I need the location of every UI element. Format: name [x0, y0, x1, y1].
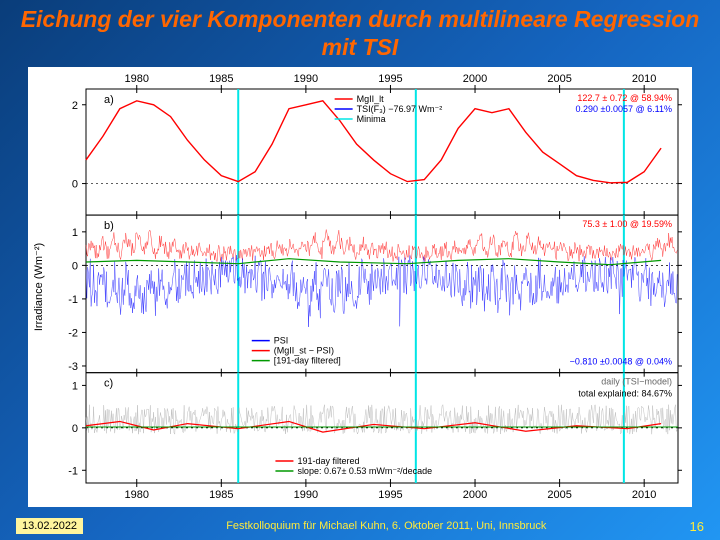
multipanel-chart: 1980198519901995200020052010198019851990…	[28, 67, 692, 507]
svg-text:Irradiance (Wm⁻²): Irradiance (Wm⁻²)	[33, 243, 45, 331]
svg-text:1: 1	[72, 381, 78, 393]
svg-text:2000: 2000	[463, 73, 487, 85]
svg-text:2: 2	[72, 100, 78, 112]
svg-text:0: 0	[72, 261, 78, 273]
svg-text:2005: 2005	[547, 489, 571, 501]
svg-text:2010: 2010	[632, 73, 656, 85]
svg-text:-1: -1	[68, 294, 78, 306]
svg-text:2005: 2005	[547, 73, 571, 85]
footer-date: 13.02.2022	[16, 518, 83, 534]
svg-text:1980: 1980	[125, 73, 149, 85]
svg-text:1985: 1985	[209, 489, 233, 501]
slide: Eichung der vier Komponenten durch multi…	[0, 0, 720, 540]
svg-text:0: 0	[72, 423, 78, 435]
footer-caption: Festkolloquium für Michael Kuhn, 6. Okto…	[226, 520, 546, 532]
svg-text:MgII_lt: MgII_lt	[357, 94, 385, 104]
svg-text:a): a)	[104, 94, 114, 106]
svg-text:TSI(F₃) −76.97 Wm⁻²: TSI(F₃) −76.97 Wm⁻²	[357, 104, 443, 114]
svg-text:1990: 1990	[294, 73, 318, 85]
slide-title: Eichung der vier Komponenten durch multi…	[0, 0, 720, 63]
svg-text:0: 0	[72, 179, 78, 191]
svg-text:1980: 1980	[125, 489, 149, 501]
chart-container: 1980198519901995200020052010198019851990…	[28, 67, 692, 507]
title-text: Eichung der vier Komponenten durch multi…	[21, 6, 700, 60]
svg-text:b): b)	[104, 220, 114, 232]
svg-text:total explained: 84.67%: total explained: 84.67%	[578, 389, 672, 399]
svg-text:1995: 1995	[378, 73, 402, 85]
svg-text:2010: 2010	[632, 489, 656, 501]
svg-text:1: 1	[72, 227, 78, 239]
svg-text:1985: 1985	[209, 73, 233, 85]
svg-text:−0.810 ±0.0048 @ 0.04%: −0.810 ±0.0048 @ 0.04%	[570, 357, 672, 367]
svg-text:2000: 2000	[463, 489, 487, 501]
svg-text:slope: 0.67± 0.53 mWm⁻²/decade: slope: 0.67± 0.53 mWm⁻²/decade	[297, 466, 432, 476]
svg-text:-3: -3	[68, 361, 78, 373]
svg-text:-2: -2	[68, 328, 78, 340]
svg-text:daily (TSI−model): daily (TSI−model)	[601, 377, 672, 387]
svg-text:Minima: Minima	[357, 114, 386, 124]
svg-text:0.290 ±0.0057 @ 6.11%: 0.290 ±0.0057 @ 6.11%	[576, 104, 672, 114]
page-number: 16	[690, 519, 704, 534]
footer: 13.02.2022 Festkolloquium für Michael Ku…	[0, 518, 720, 534]
svg-text:1995: 1995	[378, 489, 402, 501]
svg-text:122.7 ± 0.72 @ 58.94%: 122.7 ± 0.72 @ 58.94%	[577, 93, 672, 103]
svg-text:[191-day filtered]: [191-day filtered]	[274, 356, 341, 366]
svg-text:191-day filtered: 191-day filtered	[297, 456, 359, 466]
svg-text:-1: -1	[68, 465, 78, 477]
svg-text:PSI: PSI	[274, 336, 289, 346]
svg-text:c): c)	[104, 378, 113, 390]
svg-text:1990: 1990	[294, 489, 318, 501]
svg-text:75.3 ± 1.00 @ 19.59%: 75.3 ± 1.00 @ 19.59%	[582, 219, 672, 229]
svg-text:(MgII_st − PSI): (MgII_st − PSI)	[274, 346, 334, 356]
